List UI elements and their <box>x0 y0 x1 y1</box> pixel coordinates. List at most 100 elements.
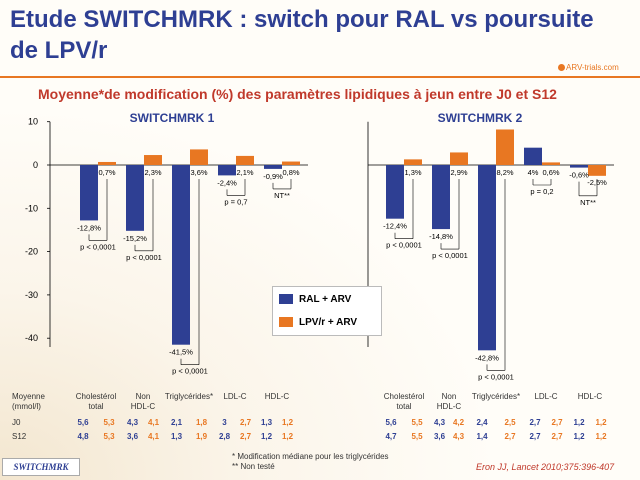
legend-label-ral: RAL + ARV <box>299 294 352 305</box>
table-header-row: Moyenne (mmol/l) Cholestérol total Non HDL-… <box>12 392 298 416</box>
cell: 4,1 <box>147 432 160 441</box>
bar-lpv <box>98 161 116 165</box>
bar-lpv <box>190 149 208 165</box>
chart-title-2: SWITCHMRK 2 <box>438 111 523 125</box>
bar-ral <box>570 165 588 168</box>
y-tick-label: -20 <box>25 247 38 257</box>
bar-lpv <box>542 162 560 165</box>
cell: 2,7 <box>504 432 516 441</box>
p-value-label: p = 0,2 <box>530 187 553 196</box>
cell: 2,8 <box>218 432 231 441</box>
cell: 2,7 <box>239 432 252 441</box>
cell: 4,3 <box>126 418 139 427</box>
data-label: 1,3% <box>404 168 421 177</box>
p-value-label: p < 0,0001 <box>432 251 468 260</box>
cell: 5,3 <box>103 418 115 427</box>
table-header-chol: Cholestérol total <box>383 392 425 411</box>
lipid-table-switchmrk1: Moyenne (mmol/l) Cholestérol total Non HDL-… <box>12 392 298 444</box>
row-label: S12 <box>12 432 27 441</box>
study-badge: SWITCHMRK <box>2 458 80 476</box>
y-tick-label: -10 <box>25 203 38 213</box>
data-label: -41,5% <box>169 348 193 357</box>
cell: 1,2 <box>595 418 607 427</box>
data-label: 4% <box>528 168 539 177</box>
cell: 4,2 <box>452 418 465 427</box>
cell: 1,8 <box>195 418 208 427</box>
data-label: -14,8% <box>429 232 453 241</box>
p-value-label: p < 0,0001 <box>80 242 116 251</box>
bar-lpv <box>450 152 468 165</box>
y-tick-label: -40 <box>25 333 38 343</box>
cell: 4,7 <box>385 432 397 441</box>
table-row-j0: J0 5,6 5,3 4,3 4,1 2,1 1,8 3 2,7 1,3 1,2 <box>12 416 298 430</box>
y-tick-label: 10 <box>28 117 38 127</box>
legend-swatch-lpv <box>279 317 293 328</box>
cell: 3,6 <box>433 432 446 441</box>
legend-item-ral: RAL + ARV <box>273 290 381 310</box>
bar-ral <box>524 147 542 165</box>
bar-ral <box>172 165 190 345</box>
page-title: Etude SWITCHMRK : switch pour RAL vs pou… <box>10 6 594 64</box>
bar-lpv <box>404 159 422 165</box>
cell: 3 <box>222 418 227 427</box>
cell: 1,2 <box>573 432 585 441</box>
reference: Eron JJ, Lancet 2010;375:396-407 <box>476 462 615 472</box>
table-row-j0: 5,6 5,5 4,3 4,2 2,4 2,5 2,7 2,7 1,2 1,2 <box>378 416 612 430</box>
bar-ral <box>264 165 282 169</box>
bar-ral <box>432 165 450 230</box>
chart-legend: RAL + ARV LPV/r + ARV <box>272 286 382 336</box>
bar-lpv <box>496 129 514 165</box>
cell: 4,1 <box>147 418 160 427</box>
data-label: 0,7% <box>98 168 115 177</box>
table-header-moyenne: Moyenne (mmol/l) <box>12 392 45 411</box>
data-label: -0,6% <box>569 171 589 180</box>
y-tick-label: -30 <box>25 290 38 300</box>
legend-swatch-ral <box>279 294 293 305</box>
data-label: 0,6% <box>542 168 559 177</box>
p-value-label: p < 0,0001 <box>172 367 208 376</box>
cell: 5,6 <box>77 418 89 427</box>
table-row-s12: 4,7 5,5 3,6 4,3 1,4 2,7 2,7 2,7 1,2 1,2 <box>378 430 612 444</box>
cell: 2,7 <box>529 418 541 427</box>
cell: 1,4 <box>476 432 488 441</box>
table-header-ldl: LDL-C <box>534 392 558 401</box>
p-value-label: p = 0,7 <box>224 197 247 206</box>
cell: 1,2 <box>260 432 273 441</box>
cell: 3,6 <box>126 432 139 441</box>
chart-title-1: SWITCHMRK 1 <box>130 111 215 125</box>
p-value-label: p < 0,0001 <box>386 241 422 250</box>
bar-ral <box>386 165 404 219</box>
p-value-label: NT** <box>274 191 290 200</box>
cell: 2,4 <box>476 418 488 427</box>
cell: 1,3 <box>260 418 273 427</box>
data-label: 0,8% <box>282 168 299 177</box>
data-label: -42,8% <box>475 353 499 362</box>
row-label: J0 <box>12 418 21 427</box>
cell: 5,5 <box>411 418 423 427</box>
p-value-label: p < 0,0001 <box>478 372 514 381</box>
cell: 5,5 <box>411 432 423 441</box>
cell: 2,7 <box>551 418 563 427</box>
cell: 2,1 <box>170 418 183 427</box>
cell: 1,2 <box>573 418 585 427</box>
cell: 2,5 <box>504 418 516 427</box>
data-label: 3,6% <box>190 168 207 177</box>
cell: 1,9 <box>195 432 208 441</box>
data-label: 8,2% <box>496 168 513 177</box>
cell: 5,3 <box>103 432 115 441</box>
y-tick-label: 0 <box>33 160 38 170</box>
logo-icon <box>558 64 565 72</box>
footnote-line-2: ** Non testé <box>232 462 275 471</box>
data-label: -15,2% <box>123 234 147 243</box>
bar-ral <box>126 165 144 231</box>
arv-trials-logo: ARV-trials.com <box>556 63 621 72</box>
p-value-label: NT** <box>580 198 596 207</box>
cell: 2,7 <box>551 432 563 441</box>
legend-item-lpv: LPV/r + ARV <box>273 313 381 333</box>
cell: 4,3 <box>452 432 465 441</box>
table-header-hdl: HDL-C <box>264 392 290 401</box>
data-label: -12,8% <box>77 223 101 232</box>
cell: 5,6 <box>385 418 397 427</box>
cell: 1,2 <box>595 432 607 441</box>
data-label: -0,9% <box>263 172 283 181</box>
